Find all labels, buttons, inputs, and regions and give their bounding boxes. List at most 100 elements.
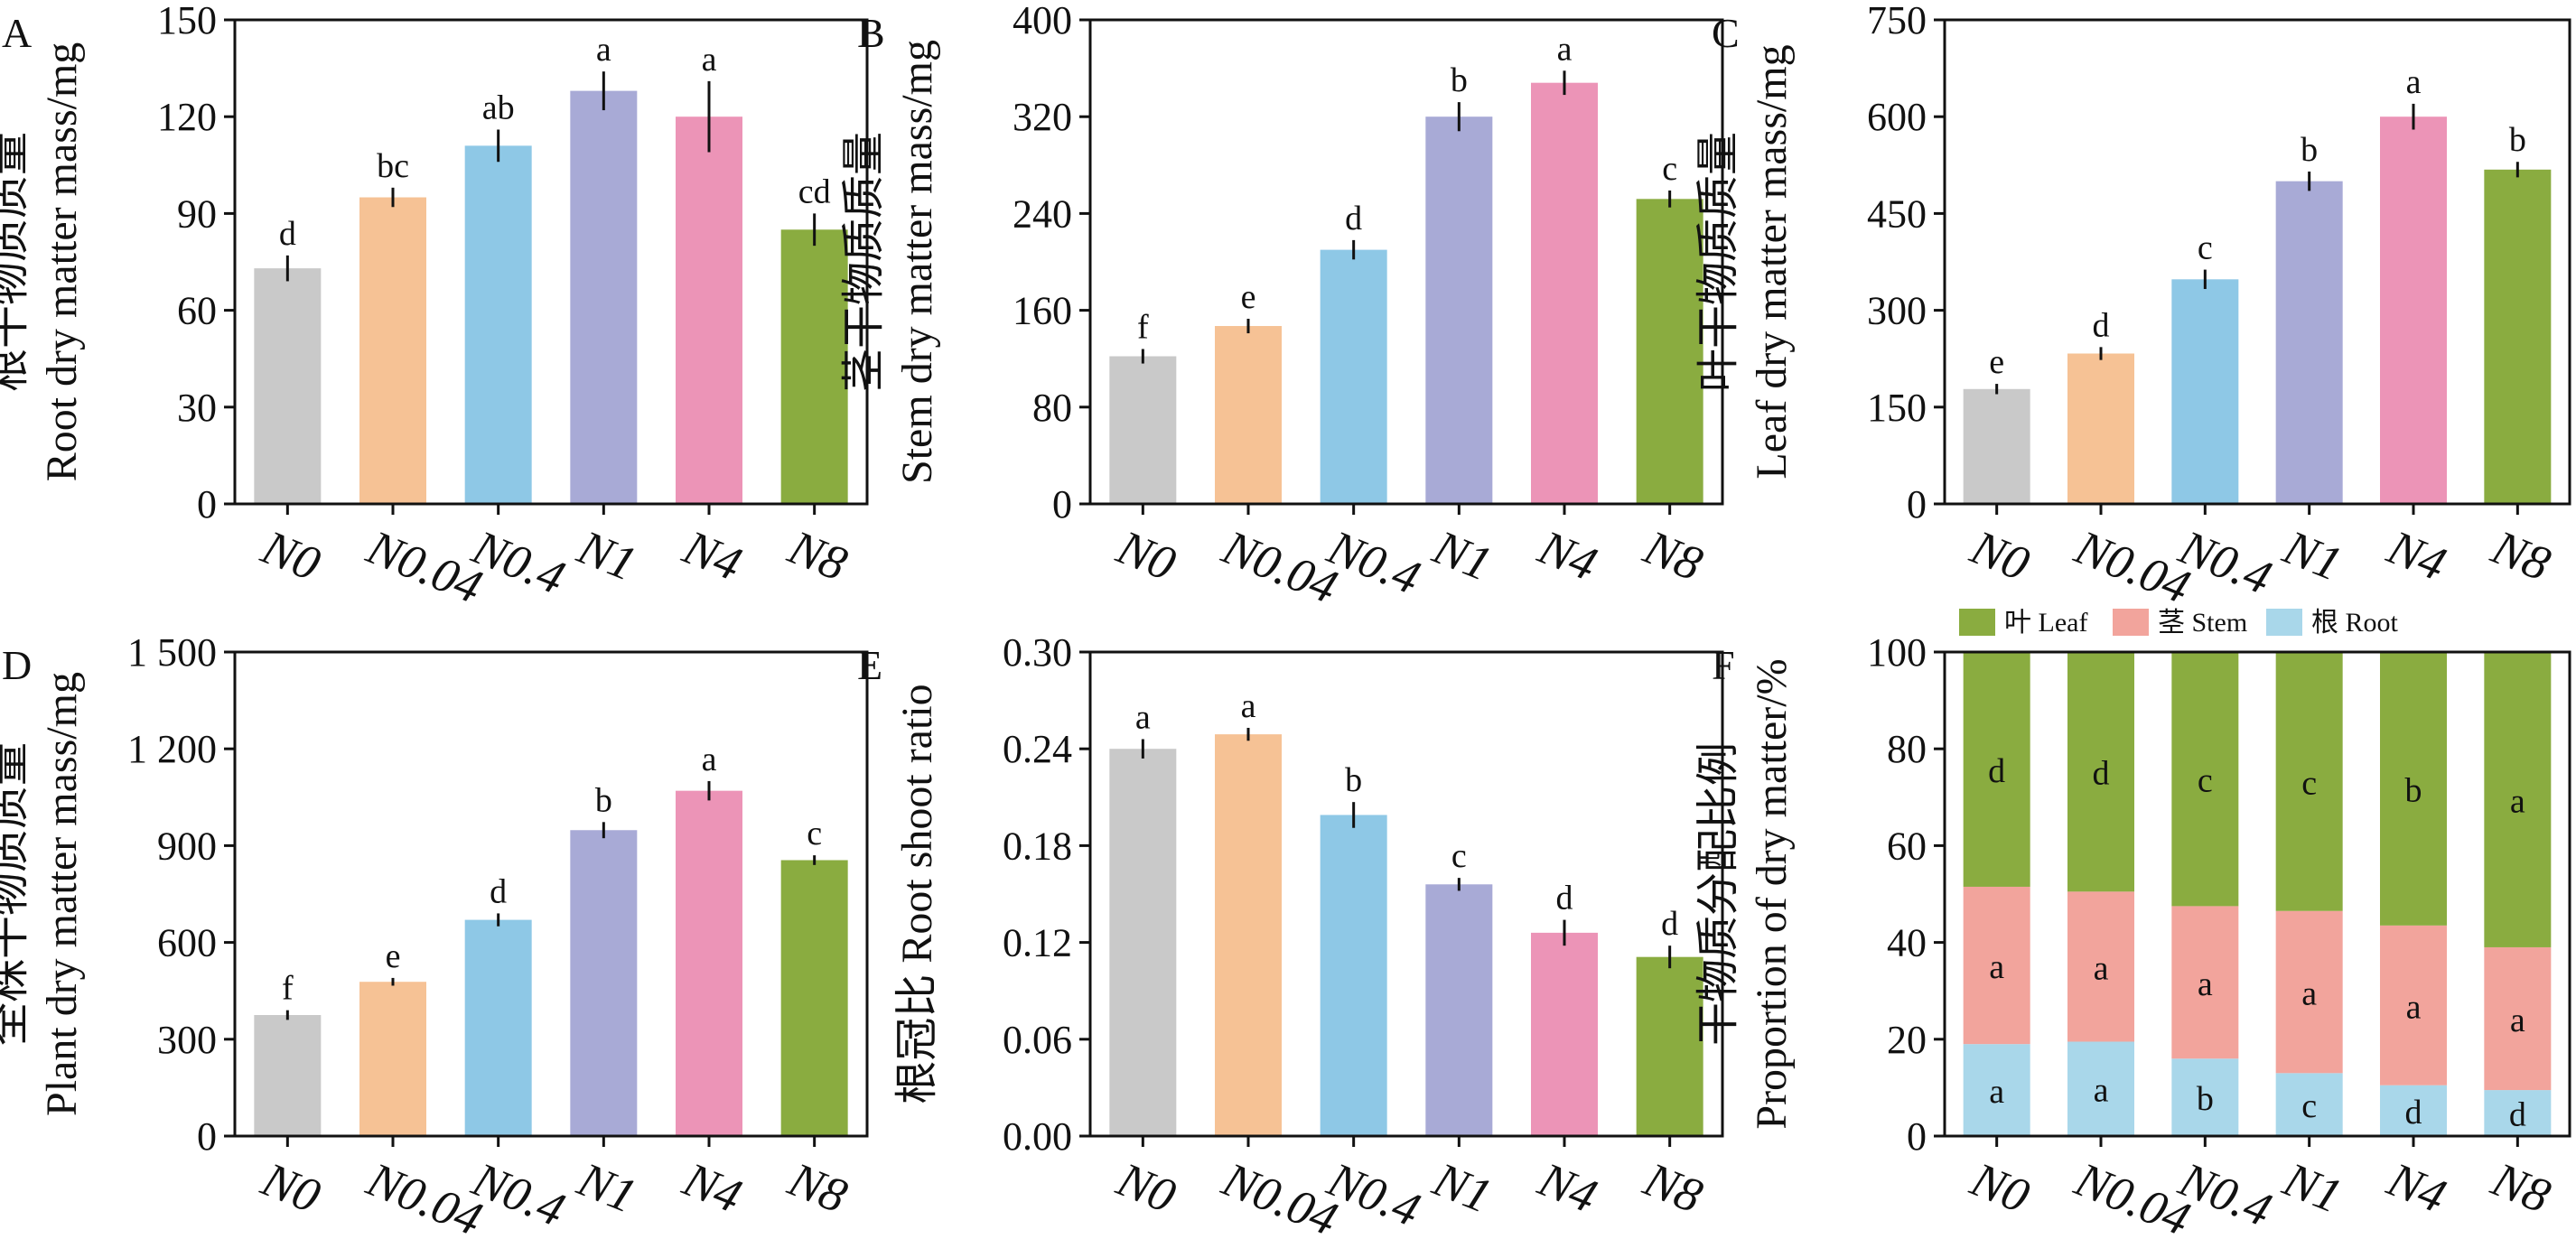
y-tick-label: 600 bbox=[157, 921, 217, 965]
significance-letter: a bbox=[702, 741, 717, 778]
significance-letter: b bbox=[1451, 61, 1468, 99]
bar bbox=[2484, 169, 2552, 504]
y-axis-label-en: Leaf dry matter mass/mg bbox=[1748, 44, 1796, 479]
x-tick-label: N8 bbox=[780, 519, 854, 592]
bar-stem bbox=[2380, 925, 2447, 1085]
significance-letter: a bbox=[1135, 698, 1151, 736]
bar-stem bbox=[2067, 891, 2134, 1042]
bar bbox=[2380, 116, 2447, 504]
y-tick-label: 1 200 bbox=[127, 727, 217, 771]
significance-letter: c bbox=[2198, 229, 2213, 267]
y-tick-label: 160 bbox=[1013, 289, 1072, 333]
bar bbox=[1320, 815, 1387, 1136]
y-axis-label-cn: 茎干物质质量 bbox=[840, 132, 888, 392]
bar bbox=[676, 790, 742, 1136]
significance-letter: d bbox=[1988, 752, 2005, 790]
y-tick-label: 60 bbox=[1887, 824, 1927, 868]
panel-letter: D bbox=[2, 642, 32, 688]
y-tick-label: 80 bbox=[1032, 386, 1072, 430]
significance-letter: c bbox=[2198, 762, 2213, 800]
bar-stem bbox=[2171, 906, 2239, 1059]
bar bbox=[780, 229, 848, 504]
y-tick-label: 0 bbox=[1907, 482, 1927, 526]
significance-letter: b bbox=[2509, 121, 2526, 159]
y-axis-label-cn: 叶干物质质量 bbox=[1694, 132, 1742, 392]
bar-leaf bbox=[2275, 652, 2343, 911]
x-tick-label: N8 bbox=[1636, 519, 1710, 592]
bar bbox=[1425, 884, 1493, 1136]
significance-letter: a bbox=[2406, 63, 2422, 101]
y-tick-label: 0.18 bbox=[1003, 824, 1072, 868]
bar bbox=[1320, 249, 1387, 504]
x-tick-label: N4 bbox=[2380, 1151, 2454, 1224]
x-tick-label: N0 bbox=[1109, 519, 1183, 592]
y-axis-label-en: Root dry matter mass/mg bbox=[38, 42, 86, 482]
bar-root bbox=[2484, 1090, 2552, 1136]
y-tick-label: 0.24 bbox=[1003, 727, 1072, 771]
bar bbox=[1215, 326, 1282, 504]
x-tick-label: N8 bbox=[2484, 1151, 2558, 1224]
y-tick-label: 80 bbox=[1887, 727, 1927, 771]
significance-letter: f bbox=[282, 970, 294, 1008]
y-tick-label: 0.12 bbox=[1003, 921, 1072, 965]
bar bbox=[570, 830, 638, 1136]
bar bbox=[780, 860, 848, 1136]
bar-root bbox=[2275, 1073, 2343, 1136]
bar bbox=[1109, 749, 1177, 1136]
x-tick-label: N0 bbox=[1109, 1151, 1183, 1224]
panel-D: D 全株干物质质量 Plant dry matter mass/mg 0 300 600 9… bbox=[0, 630, 869, 1239]
x-tick-label: N4 bbox=[2380, 519, 2454, 592]
significance-letter: d bbox=[1556, 880, 1573, 918]
panel-A: A 根干物质质量 Root dry matter mass/mg 0 30 60 90 120… bbox=[0, 0, 869, 614]
y-axis-label-en: Plant dry matter mass/mg bbox=[38, 672, 86, 1116]
y-axis-label-en: Proportion of dry matter/% bbox=[1748, 658, 1796, 1129]
y-tick-label: 120 bbox=[157, 95, 217, 139]
axes-frame bbox=[1943, 18, 2571, 506]
legend-label-leaf: 叶 Leaf bbox=[2004, 608, 2087, 638]
x-tick-label: N4 bbox=[676, 1151, 750, 1224]
significance-letter: d bbox=[2093, 306, 2110, 344]
bar bbox=[1636, 199, 1703, 504]
panel-letter: A bbox=[2, 10, 32, 56]
bar bbox=[359, 982, 426, 1136]
significance-letter: a bbox=[2406, 988, 2422, 1026]
significance-letter: d bbox=[2093, 755, 2110, 793]
significance-letter: a bbox=[1989, 1073, 2004, 1111]
significance-letter: b bbox=[2405, 771, 2422, 809]
bar-leaf bbox=[2067, 652, 2134, 892]
bar bbox=[254, 1015, 322, 1136]
x-tick-label: N0.4 bbox=[2171, 519, 2279, 605]
y-tick-label: 750 bbox=[1867, 0, 1927, 42]
bar-stem bbox=[1963, 886, 2030, 1045]
bar-root bbox=[2067, 1041, 2134, 1136]
y-tick-label: 0 bbox=[197, 482, 217, 526]
bar bbox=[1215, 734, 1282, 1136]
y-axis-label-en: Stem dry matter mass/mg bbox=[893, 40, 941, 484]
y-tick-label: 1 500 bbox=[127, 630, 217, 675]
x-tick-label: N1 bbox=[2275, 1151, 2349, 1224]
significance-letter: cd bbox=[798, 172, 831, 210]
significance-letter: d bbox=[2405, 1094, 2422, 1132]
significance-letter: bc bbox=[377, 147, 409, 185]
significance-letter: e bbox=[386, 937, 401, 975]
x-tick-label: N1 bbox=[1425, 1151, 1499, 1224]
y-tick-label: 30 bbox=[177, 386, 217, 430]
significance-letter: b bbox=[595, 781, 612, 819]
significance-letter: d bbox=[2509, 1096, 2526, 1134]
x-tick-label: N0.4 bbox=[464, 1151, 572, 1237]
bar bbox=[359, 197, 426, 505]
bar bbox=[464, 145, 532, 505]
significance-letter: a bbox=[1989, 948, 2004, 986]
significance-letter: a bbox=[2510, 1001, 2525, 1039]
axes-frame bbox=[1943, 650, 2571, 1138]
y-tick-label: 40 bbox=[1887, 921, 1927, 965]
y-tick-label: 0.00 bbox=[1003, 1114, 1072, 1159]
significance-letter: c bbox=[1451, 837, 1467, 875]
legend: 叶 Leaf 茎 Stem 根 Root bbox=[1959, 608, 2399, 638]
significance-letter: c bbox=[2301, 764, 2317, 802]
bar bbox=[676, 116, 742, 504]
significance-letter: d bbox=[279, 215, 296, 253]
significance-letter: c bbox=[1662, 150, 1677, 188]
bar bbox=[1531, 932, 1598, 1136]
